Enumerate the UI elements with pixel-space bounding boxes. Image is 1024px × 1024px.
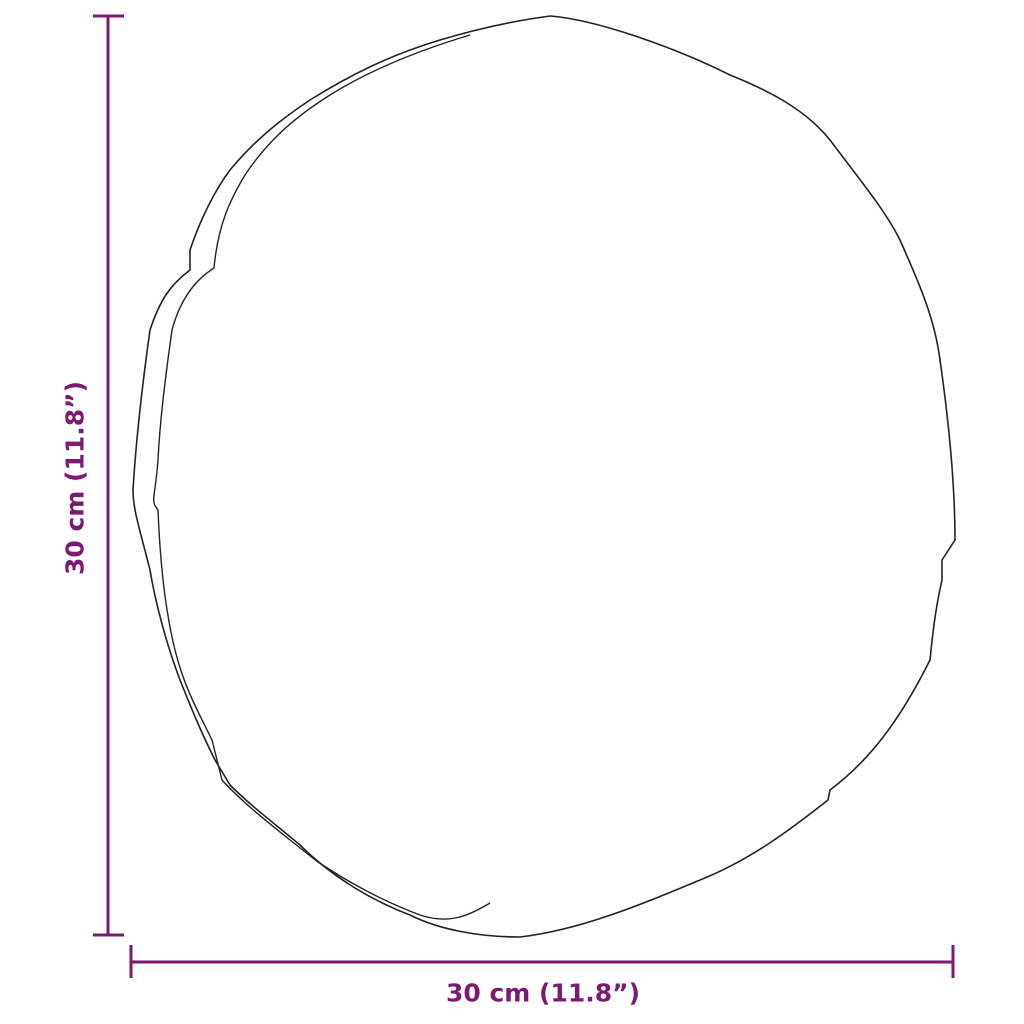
mirror-inner-edge	[152, 34, 491, 920]
height-label: 30 cm (11.8”)	[60, 380, 90, 576]
mirror-outline	[132, 15, 956, 938]
height-dimension-line	[93, 14, 124, 937]
width-dimension-line	[129, 945, 955, 978]
width-label: 30 cm (11.8”)	[445, 978, 641, 1008]
